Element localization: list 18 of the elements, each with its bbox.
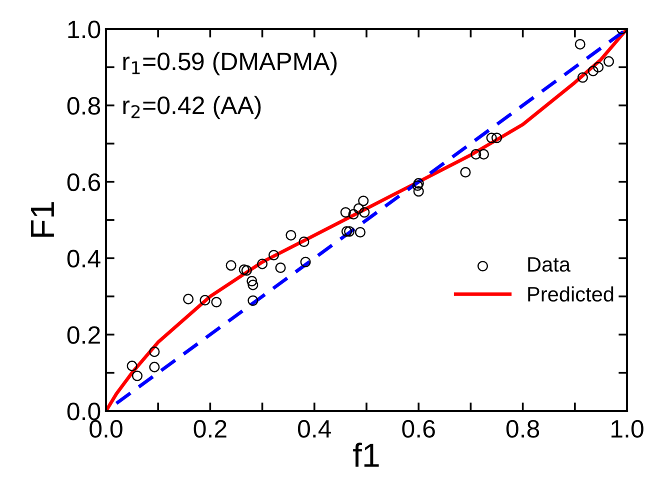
y-tick-label: 0.6 — [67, 173, 100, 192]
y-tick-label: 1.0 — [68, 20, 100, 38]
x-tick-label: 0.6 — [402, 420, 435, 438]
annotation: r$_{2}$=0.42 (AA) — [123, 96, 261, 120]
y-tick-label: 0.4 — [67, 250, 100, 268]
x-tick-label: 0.2 — [194, 420, 226, 438]
y-tick-label: 0.2 — [67, 326, 100, 344]
x-tick-label: 0.8 — [506, 420, 540, 438]
x-tick-label: 1.0 — [612, 420, 644, 438]
y-axis-title: F1 — [30, 202, 54, 237]
legend-label: Predicted — [528, 286, 614, 302]
legend-label: Data — [528, 257, 570, 272]
x-tick-label: 0.4 — [298, 420, 332, 438]
y-tick-label: 0.8 — [67, 97, 100, 115]
x-tick-label: 0.0 — [90, 420, 122, 438]
x-axis-title: f1 — [353, 442, 379, 467]
annotation: r$_{1}$=0.59 (DMAPMA) — [123, 52, 337, 76]
y-tick-label: 0.0 — [67, 402, 100, 420]
